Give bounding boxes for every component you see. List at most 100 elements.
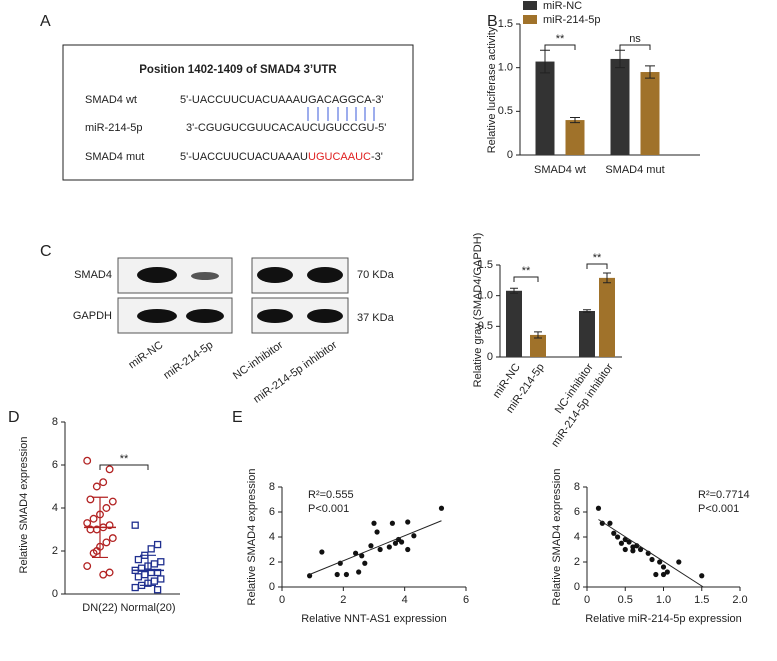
- point: [83, 519, 92, 527]
- point: [622, 546, 628, 553]
- bar: [530, 334, 546, 357]
- protein-label: SMAD4: [74, 269, 112, 281]
- legend-swatch: [523, 1, 537, 10]
- bar: [579, 311, 595, 357]
- x-tick-label: SMAD4 mut: [605, 164, 664, 176]
- panel-label: E: [232, 409, 243, 426]
- point: [399, 539, 405, 545]
- sig-bracket: [99, 464, 149, 470]
- point: [150, 560, 159, 568]
- point: [334, 571, 340, 578]
- y-tick-label: 0: [52, 588, 58, 600]
- lane-label: miR-NC: [126, 339, 165, 371]
- sequence: 3'-CGUGUCGUUCACAUCUGUCCGU-5': [186, 122, 386, 134]
- size-label: 70 KDa: [357, 269, 395, 281]
- y-tick-label: 6: [52, 459, 58, 471]
- y-tick-label: 2: [269, 556, 275, 568]
- y-tick-label: 0.5: [478, 320, 493, 332]
- point: [83, 456, 92, 465]
- point: [105, 465, 114, 474]
- point: [108, 497, 117, 506]
- row-name: miR-214-5p: [85, 122, 142, 134]
- panel-label: D: [8, 409, 20, 426]
- point: [157, 558, 165, 566]
- error-bar: [645, 65, 655, 79]
- point: [343, 571, 349, 578]
- point: [356, 569, 362, 575]
- y-tick-label: 2: [574, 556, 580, 568]
- point: [157, 575, 165, 583]
- sequence-box: [62, 44, 414, 181]
- x-tick-label: 0: [584, 594, 590, 606]
- error-bar: [583, 309, 591, 313]
- pairing-lines: [307, 107, 375, 121]
- error-bar: [570, 116, 580, 124]
- point: [411, 533, 417, 539]
- sd-bar: [92, 496, 108, 559]
- point: [374, 529, 380, 535]
- point: [615, 534, 621, 540]
- point: [389, 520, 395, 526]
- bar: [565, 120, 585, 155]
- point: [353, 550, 359, 556]
- y-axis-label: Relative SMAD4 expression: [246, 469, 258, 606]
- point: [438, 505, 445, 511]
- x-tick-label: 1.5: [694, 594, 709, 606]
- bar: [535, 61, 555, 156]
- stat-label: P<0.001: [308, 503, 349, 515]
- point: [99, 570, 108, 579]
- point: [134, 555, 143, 564]
- legend-swatch: [523, 15, 537, 24]
- point: [664, 569, 670, 575]
- point: [102, 538, 111, 547]
- y-axis-label: Relative luciferase activity: [486, 26, 498, 153]
- seq-part: 5'-UACCUUCUACUAAAU: [180, 151, 308, 163]
- point: [150, 577, 159, 585]
- y-axis-label: Relative SMAD4 expression: [18, 437, 30, 574]
- y-tick-label: 8: [269, 481, 275, 493]
- y-tick-label: 0: [507, 149, 513, 161]
- x-tick-label: 2: [340, 594, 346, 606]
- sequence: 5'-UACCUUCUACUAAAUUGUCAAUC-3': [180, 151, 383, 163]
- point: [626, 539, 632, 545]
- point: [368, 543, 374, 549]
- point: [599, 520, 605, 526]
- point: [359, 553, 365, 559]
- point: [637, 546, 644, 553]
- x-tick-label: DN(22): [82, 602, 117, 614]
- stat-label: R²=0.555: [308, 489, 354, 501]
- point: [153, 586, 162, 594]
- point: [622, 536, 628, 543]
- y-tick-label: 2: [52, 545, 58, 557]
- sd-bar: [140, 554, 156, 586]
- point: [86, 495, 95, 504]
- sig-label: **: [522, 265, 531, 277]
- point: [92, 482, 101, 491]
- protein-label: GAPDH: [73, 310, 112, 322]
- bar: [506, 290, 522, 357]
- fit-line: [598, 519, 704, 588]
- point: [611, 530, 617, 536]
- point: [105, 568, 114, 577]
- error-bar: [534, 331, 542, 339]
- point: [83, 562, 92, 570]
- row-name: SMAD4 wt: [85, 94, 137, 106]
- stat-label: P<0.001: [698, 503, 739, 515]
- panel-label: A: [40, 13, 51, 30]
- point: [676, 559, 682, 565]
- point: [386, 544, 392, 550]
- x-tick-label: 2.0: [732, 594, 747, 606]
- point: [108, 534, 117, 543]
- y-tick-label: 4: [52, 502, 58, 514]
- sig-bracket: [544, 44, 576, 50]
- y-tick-label: 0.5: [498, 105, 513, 117]
- point: [607, 520, 613, 526]
- sig-bracket: [513, 276, 539, 282]
- x-tick-label: 6: [463, 594, 469, 606]
- point: [362, 560, 368, 566]
- point: [653, 571, 659, 578]
- lane-label: miR-214-5p: [161, 339, 215, 382]
- sig-label: **: [593, 252, 602, 264]
- sequence-title: Position 1402-1409 of SMAD4 3’UTR: [139, 64, 337, 76]
